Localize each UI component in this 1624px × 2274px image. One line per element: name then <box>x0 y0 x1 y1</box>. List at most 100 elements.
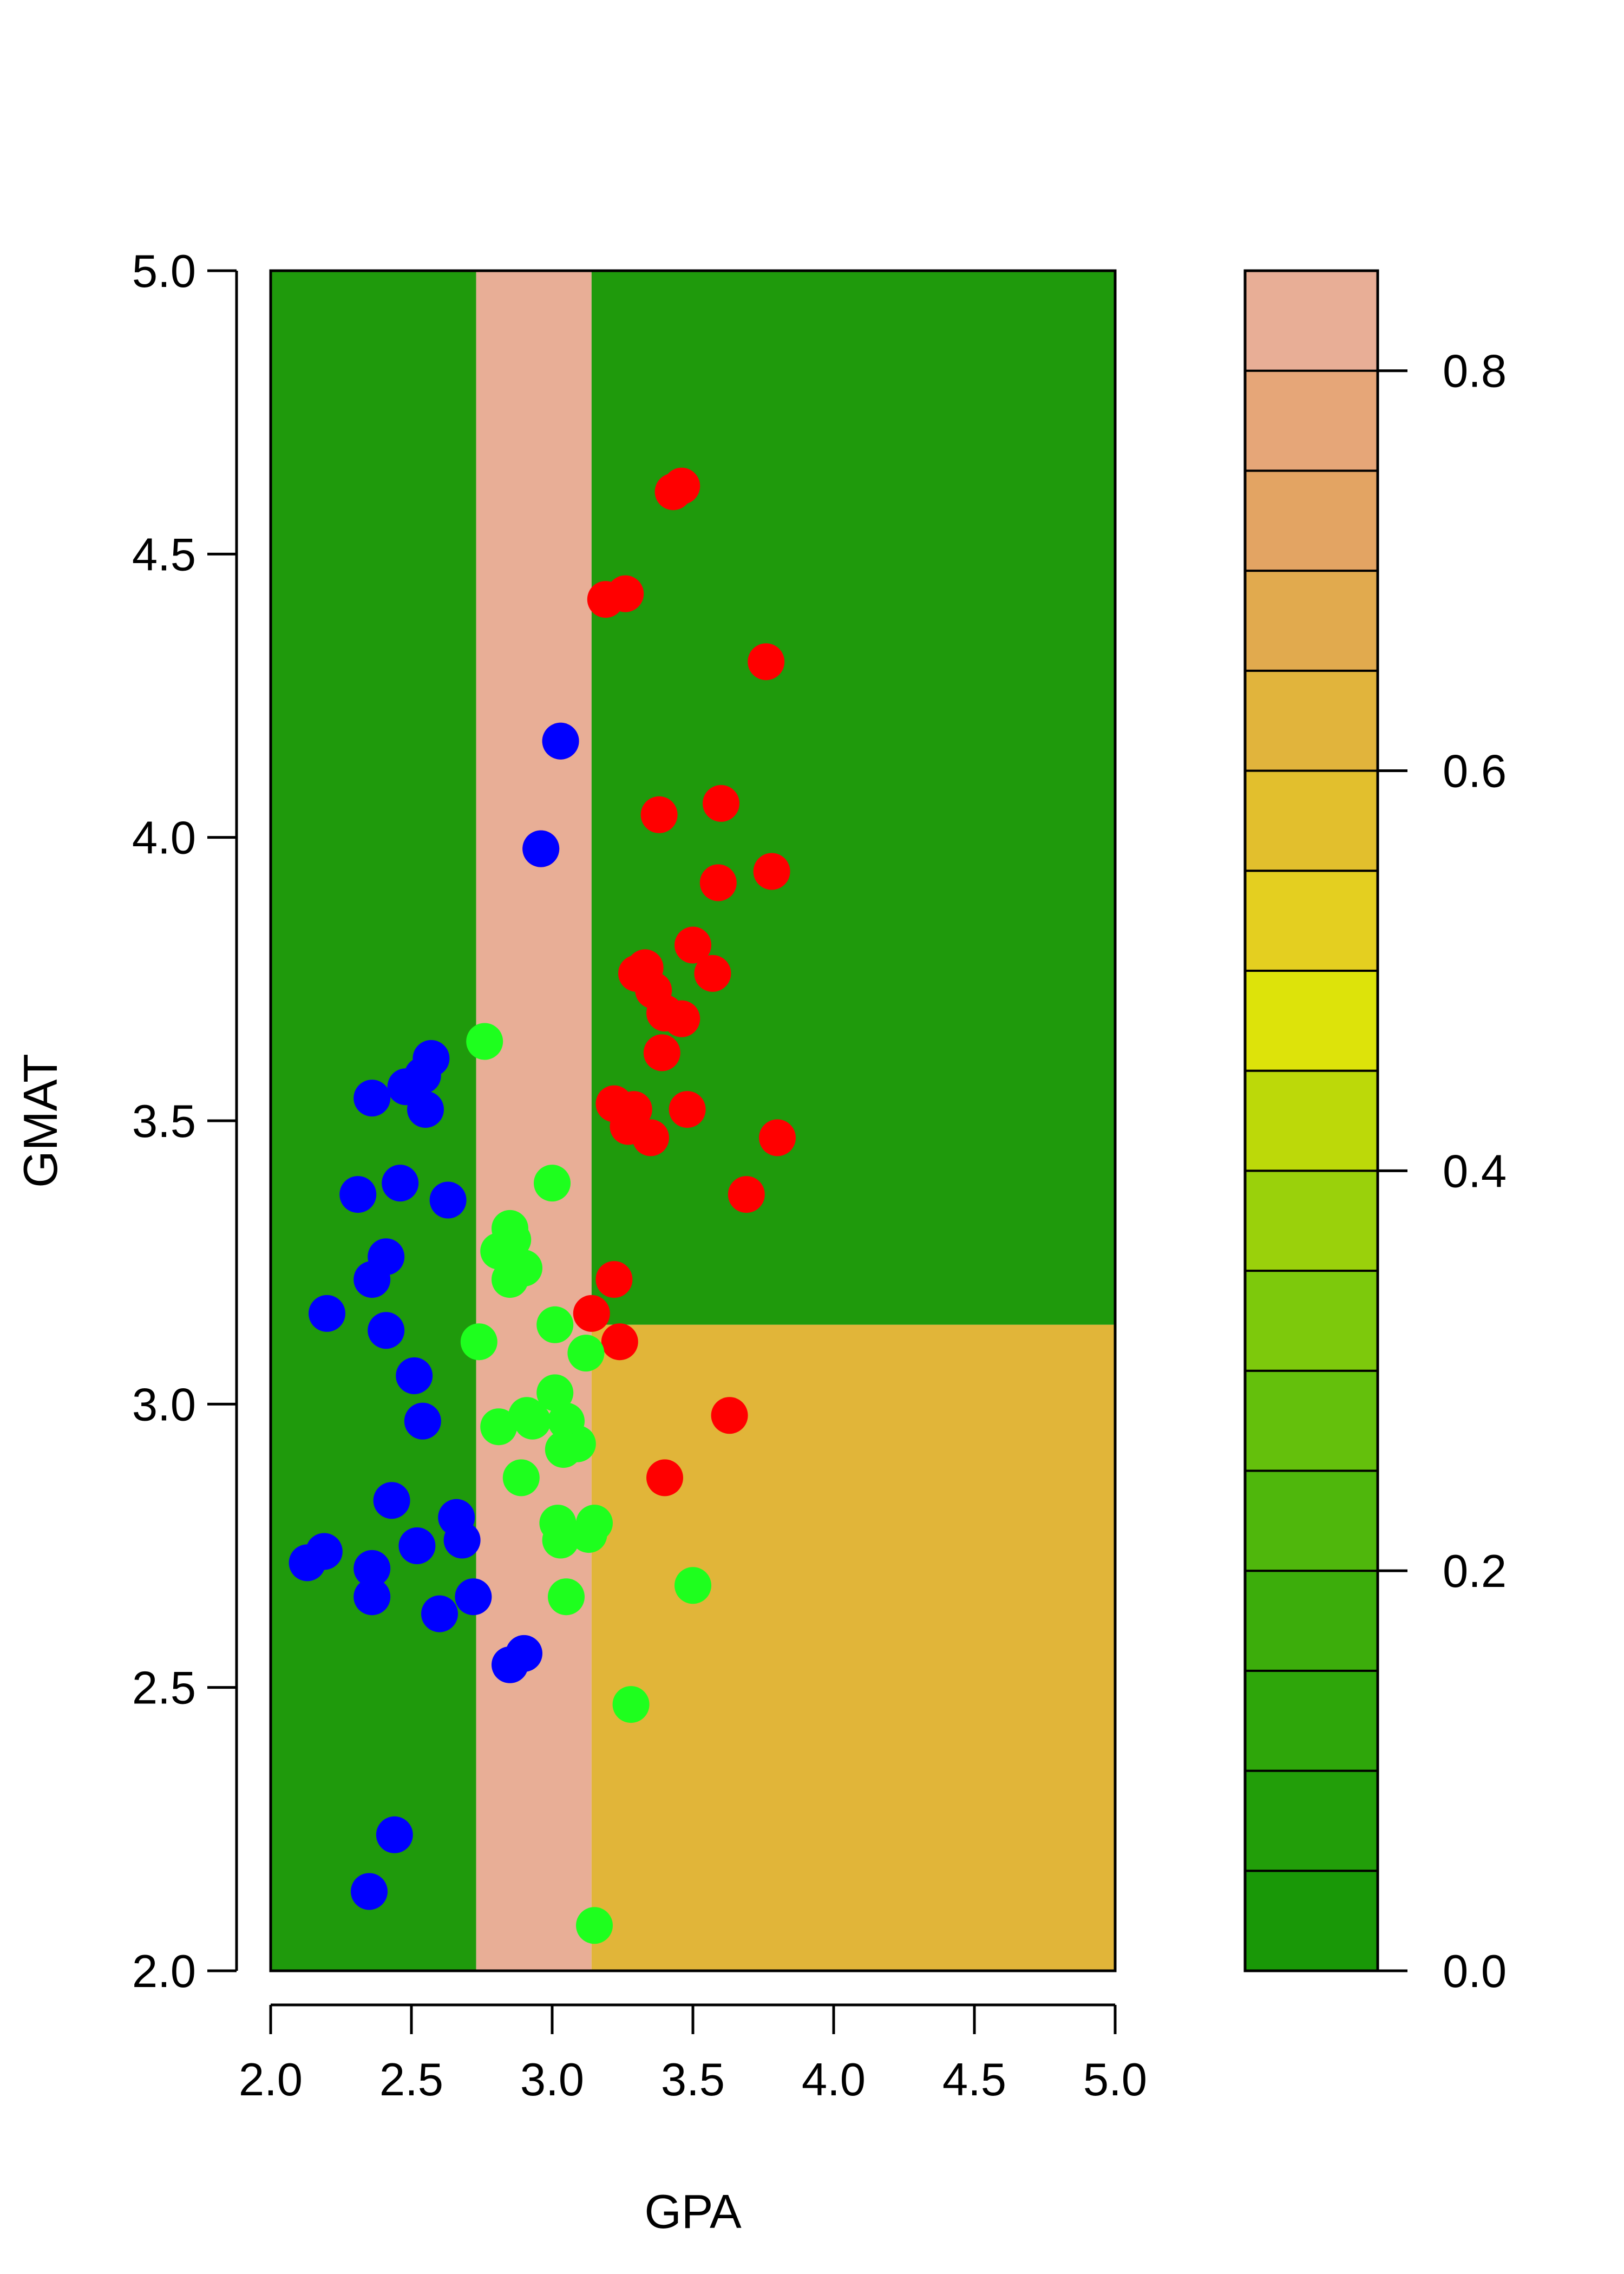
region-right-lower-orange <box>591 1324 1115 1971</box>
colorbar-band <box>1244 769 1379 872</box>
region-right-upper-green <box>591 271 1115 1325</box>
point-not-admit <box>353 1550 391 1587</box>
point-border <box>460 1323 497 1361</box>
point-admit <box>663 1000 700 1037</box>
point-admit <box>711 1397 748 1434</box>
point-border <box>492 1261 528 1298</box>
point-border <box>466 1023 503 1060</box>
point-border <box>567 1335 605 1372</box>
colorbar-band <box>1244 1769 1379 1872</box>
colorbar-band <box>1244 570 1379 672</box>
x-tick-label: 2.0 <box>239 2054 303 2106</box>
colorbar-band <box>1244 1270 1379 1372</box>
point-not-admit <box>289 1544 326 1582</box>
x-tick-label: 5.0 <box>1083 2054 1147 2106</box>
point-not-admit <box>396 1357 433 1394</box>
point-not-admit <box>309 1295 345 1332</box>
y-tick-label: 5.0 <box>132 246 196 297</box>
y-tick-label: 3.5 <box>132 1096 196 1147</box>
point-border <box>612 1686 650 1723</box>
point-admit <box>753 853 790 890</box>
y-tick-label: 3.0 <box>132 1379 196 1430</box>
point-not-admit <box>353 1578 391 1616</box>
point-border <box>502 1459 540 1497</box>
point-admit <box>573 1295 610 1332</box>
point-border <box>536 1306 574 1343</box>
colorbar-band <box>1244 1369 1379 1472</box>
colorbar-band <box>1244 270 1379 372</box>
colorbar: 0.0 0.2 0.4 0.6 0.8 <box>1243 269 1507 1997</box>
point-border <box>542 1521 579 1559</box>
point-border <box>675 1567 711 1604</box>
point-admit <box>759 1119 796 1156</box>
point-admit <box>699 864 737 901</box>
point-border <box>480 1408 518 1446</box>
point-border <box>545 1431 582 1468</box>
data-points <box>289 467 796 1944</box>
point-not-admit <box>455 1578 492 1616</box>
point-border <box>576 1907 613 1944</box>
point-border <box>548 1578 585 1616</box>
y-axis: 2.0 2.5 3.0 3.5 4.0 4.5 5.0 <box>132 246 238 1997</box>
region-left-green <box>271 271 476 1971</box>
point-not-admit <box>376 1816 413 1853</box>
colorbar-band <box>1244 1570 1379 1672</box>
point-not-admit <box>404 1402 441 1440</box>
region-middle-salmon <box>476 271 592 1971</box>
colorbar-band <box>1244 1469 1379 1572</box>
point-not-admit <box>522 830 560 867</box>
point-admit <box>748 643 785 681</box>
colorbar-tick-label: 0.6 <box>1443 746 1507 798</box>
point-not-admit <box>368 1312 405 1349</box>
point-not-admit <box>373 1482 410 1519</box>
colorbar-frame <box>1243 269 1379 1972</box>
colorbar-band <box>1244 469 1379 572</box>
point-admit <box>646 1459 683 1497</box>
point-border <box>514 1402 551 1440</box>
point-not-admit <box>407 1091 444 1128</box>
colorbar-tick-label: 0.4 <box>1443 1146 1507 1197</box>
x-tick-label: 2.5 <box>379 2054 443 2106</box>
y-axis-title: GMAT <box>14 1054 67 1188</box>
colorbar-band <box>1244 1669 1379 1772</box>
point-not-admit <box>542 722 579 760</box>
x-tick-label: 4.5 <box>942 2054 1006 2106</box>
x-axis: 2.0 2.5 3.0 3.5 4.0 4.5 5.0 <box>239 2003 1147 2106</box>
colorbar-tick-label: 0.8 <box>1443 346 1507 397</box>
point-admit <box>663 467 700 505</box>
point-not-admit <box>421 1595 458 1632</box>
point-not-admit <box>351 1873 388 1910</box>
colorbar-band <box>1244 1870 1379 1972</box>
y-tick-label: 2.0 <box>132 1946 196 1997</box>
point-admit <box>703 785 739 822</box>
point-admit <box>643 1034 680 1071</box>
decision-regions <box>271 271 1115 1971</box>
point-admit <box>601 1323 638 1361</box>
point-not-admit <box>429 1181 467 1219</box>
x-tick-label: 4.0 <box>802 2054 866 2106</box>
point-not-admit <box>339 1176 377 1213</box>
point-admit <box>640 796 678 833</box>
point-admit <box>669 1091 706 1128</box>
point-border <box>536 1374 574 1412</box>
colorbar-band <box>1244 1069 1379 1172</box>
point-not-admit <box>353 1261 391 1298</box>
colorbar-band <box>1244 369 1379 472</box>
colorbar-band <box>1244 870 1379 972</box>
plot-frame <box>269 269 1117 1972</box>
point-not-admit <box>398 1527 436 1564</box>
y-tick-label: 2.5 <box>132 1663 196 1714</box>
point-admit <box>675 926 711 964</box>
point-admit <box>694 955 731 992</box>
point-admit <box>607 575 644 612</box>
colorbar-band <box>1244 669 1379 772</box>
colorbar-band <box>1244 1169 1379 1272</box>
colorbar-band <box>1244 969 1379 1072</box>
point-border <box>534 1165 571 1202</box>
x-axis-title: GPA <box>644 2185 742 2238</box>
point-not-admit <box>353 1080 391 1117</box>
x-tick-label: 3.5 <box>661 2054 725 2106</box>
colorbar-tick-label: 0.2 <box>1443 1546 1507 1597</box>
colorbar-tick-label: 0.0 <box>1443 1946 1507 1997</box>
